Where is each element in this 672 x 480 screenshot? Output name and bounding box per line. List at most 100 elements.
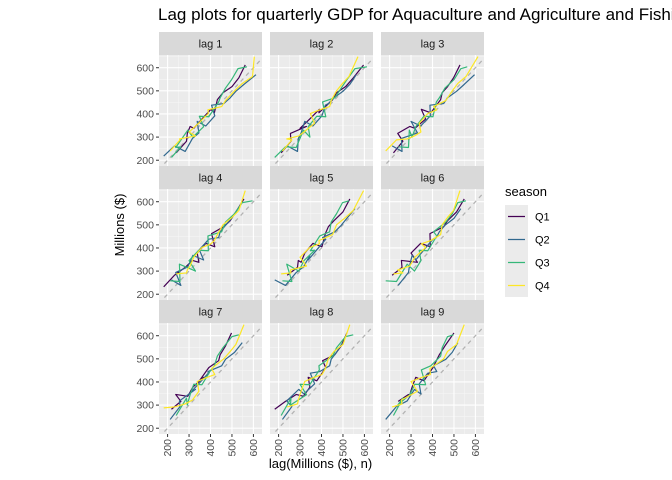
reference-line	[383, 58, 484, 166]
facet-strip-label: lag 3	[421, 39, 445, 51]
y-tick-label: 500	[136, 85, 154, 97]
y-tick-label: 400	[136, 243, 154, 255]
x-tick-label: 500	[227, 439, 239, 457]
series-line-q3	[170, 200, 253, 283]
facet-panel: lag 3	[381, 32, 484, 166]
facet-panel: lag 6	[381, 166, 484, 300]
y-tick-label: 500	[136, 353, 154, 365]
facet-strip-label: lag 2	[310, 39, 334, 51]
y-tick-label: 600	[136, 330, 154, 342]
facet-strip	[159, 166, 262, 189]
x-tick-label: 500	[449, 439, 461, 457]
gridlines	[159, 323, 262, 434]
series-lines	[274, 324, 354, 420]
series-line-q1	[392, 64, 461, 154]
x-tick-label: 600	[248, 439, 260, 457]
gridlines	[270, 323, 373, 434]
legend-item-q4: Q4	[505, 274, 550, 297]
facet-strip	[270, 166, 373, 189]
facet-strip	[270, 32, 373, 55]
y-tick-label: 300	[136, 400, 154, 412]
series-line-q4	[169, 56, 255, 152]
legend-label: Q2	[535, 235, 550, 247]
x-tick-label: 600	[470, 439, 482, 457]
facet-panel: lag 1 200 300 400 500 600	[136, 32, 262, 167]
facet-panels: lag 1 200 300 400 500 600 lag 2 lag 3 lag 4 200 30…	[136, 32, 484, 457]
legend: season Q1 Q2 Q3 Q4	[505, 184, 550, 297]
series-lines	[385, 56, 479, 154]
facet-panel: lag 2	[270, 32, 373, 166]
x-tick-label: 400	[316, 439, 328, 457]
series-line-q2	[397, 208, 462, 286]
facet-panel: lag 5	[270, 166, 373, 300]
facet-strip	[381, 166, 484, 189]
y-axis-title: Millions ($)	[112, 194, 127, 257]
series-line-q2	[391, 74, 475, 153]
series-lines	[385, 190, 467, 286]
facet-strip	[159, 300, 262, 323]
y-tick-label: 600	[136, 196, 154, 208]
facet-strip-label: lag 8	[310, 307, 334, 319]
legend-item-q3: Q3	[505, 251, 550, 274]
x-tick-label: 400	[427, 439, 439, 457]
x-tick-label: 600	[359, 439, 371, 457]
series-line-q2	[163, 74, 257, 157]
y-tick-label: 400	[136, 109, 154, 121]
facet-panel: lag 8 200 300 400 500 600	[270, 300, 373, 457]
x-axis-title: lag(Millions ($), n)	[269, 456, 372, 471]
reference-line	[161, 192, 262, 300]
legend-title: season	[505, 184, 547, 199]
x-tick-label: 200	[384, 439, 396, 457]
series-line-q4	[391, 324, 465, 408]
series-line-q4	[176, 190, 246, 275]
x-tick-label: 300	[406, 439, 418, 457]
series-lines	[274, 190, 365, 287]
facet-strip	[381, 300, 484, 323]
legend-item-q1: Q1	[505, 205, 550, 228]
gridlines	[159, 55, 262, 166]
facet-strip-label: lag 5	[310, 173, 334, 185]
chart-title: Lag plots for quarterly GDP for Aquacult…	[158, 5, 672, 24]
facet-panel: lag 9 200 300 400 500 600	[381, 300, 484, 457]
x-tick-label: 500	[338, 439, 350, 457]
x-tick-label: 200	[162, 439, 174, 457]
x-tick-label: 400	[205, 439, 217, 457]
series-line-q3	[385, 200, 467, 283]
reference-line	[272, 192, 373, 300]
legend-item-q2: Q2	[505, 228, 550, 251]
reference-line	[272, 326, 373, 434]
reference-line	[161, 326, 262, 434]
x-tick-label: 200	[273, 439, 285, 457]
series-line-q3	[274, 66, 368, 158]
reference-line	[383, 326, 484, 434]
y-tick-label: 300	[136, 132, 154, 144]
y-tick-label: 200	[136, 155, 154, 167]
x-tick-label: 300	[295, 439, 307, 457]
series-lines	[274, 56, 368, 158]
x-tick-label: 300	[184, 439, 196, 457]
series-line-q2	[274, 208, 356, 287]
gridlines	[159, 189, 262, 300]
y-tick-label: 200	[136, 423, 154, 435]
y-tick-label: 500	[136, 219, 154, 231]
y-tick-label: 600	[136, 62, 154, 74]
gridlines	[381, 55, 484, 166]
facet-strip-label: lag 9	[421, 307, 445, 319]
y-tick-label: 400	[136, 377, 154, 389]
facet-panel: lag 7 200 300 400 500 600 200 300 400 500 600	[136, 300, 262, 457]
y-tick-label: 200	[136, 289, 154, 301]
facet-strip	[159, 32, 262, 55]
facet-strip-label: lag 6	[421, 173, 445, 185]
series-lines	[163, 324, 245, 420]
series-line-q2	[286, 74, 357, 153]
legend-label: Q4	[535, 281, 550, 293]
series-line-q4	[287, 324, 351, 408]
facet-strip-label: lag 7	[199, 307, 223, 319]
series-line-q1	[391, 198, 465, 276]
series-lines	[163, 56, 257, 158]
series-line-q3	[398, 66, 468, 149]
facet-strip	[270, 300, 373, 323]
series-lines	[163, 190, 253, 288]
facet-panel: lag 4 200 300 400 500 600	[136, 166, 262, 301]
